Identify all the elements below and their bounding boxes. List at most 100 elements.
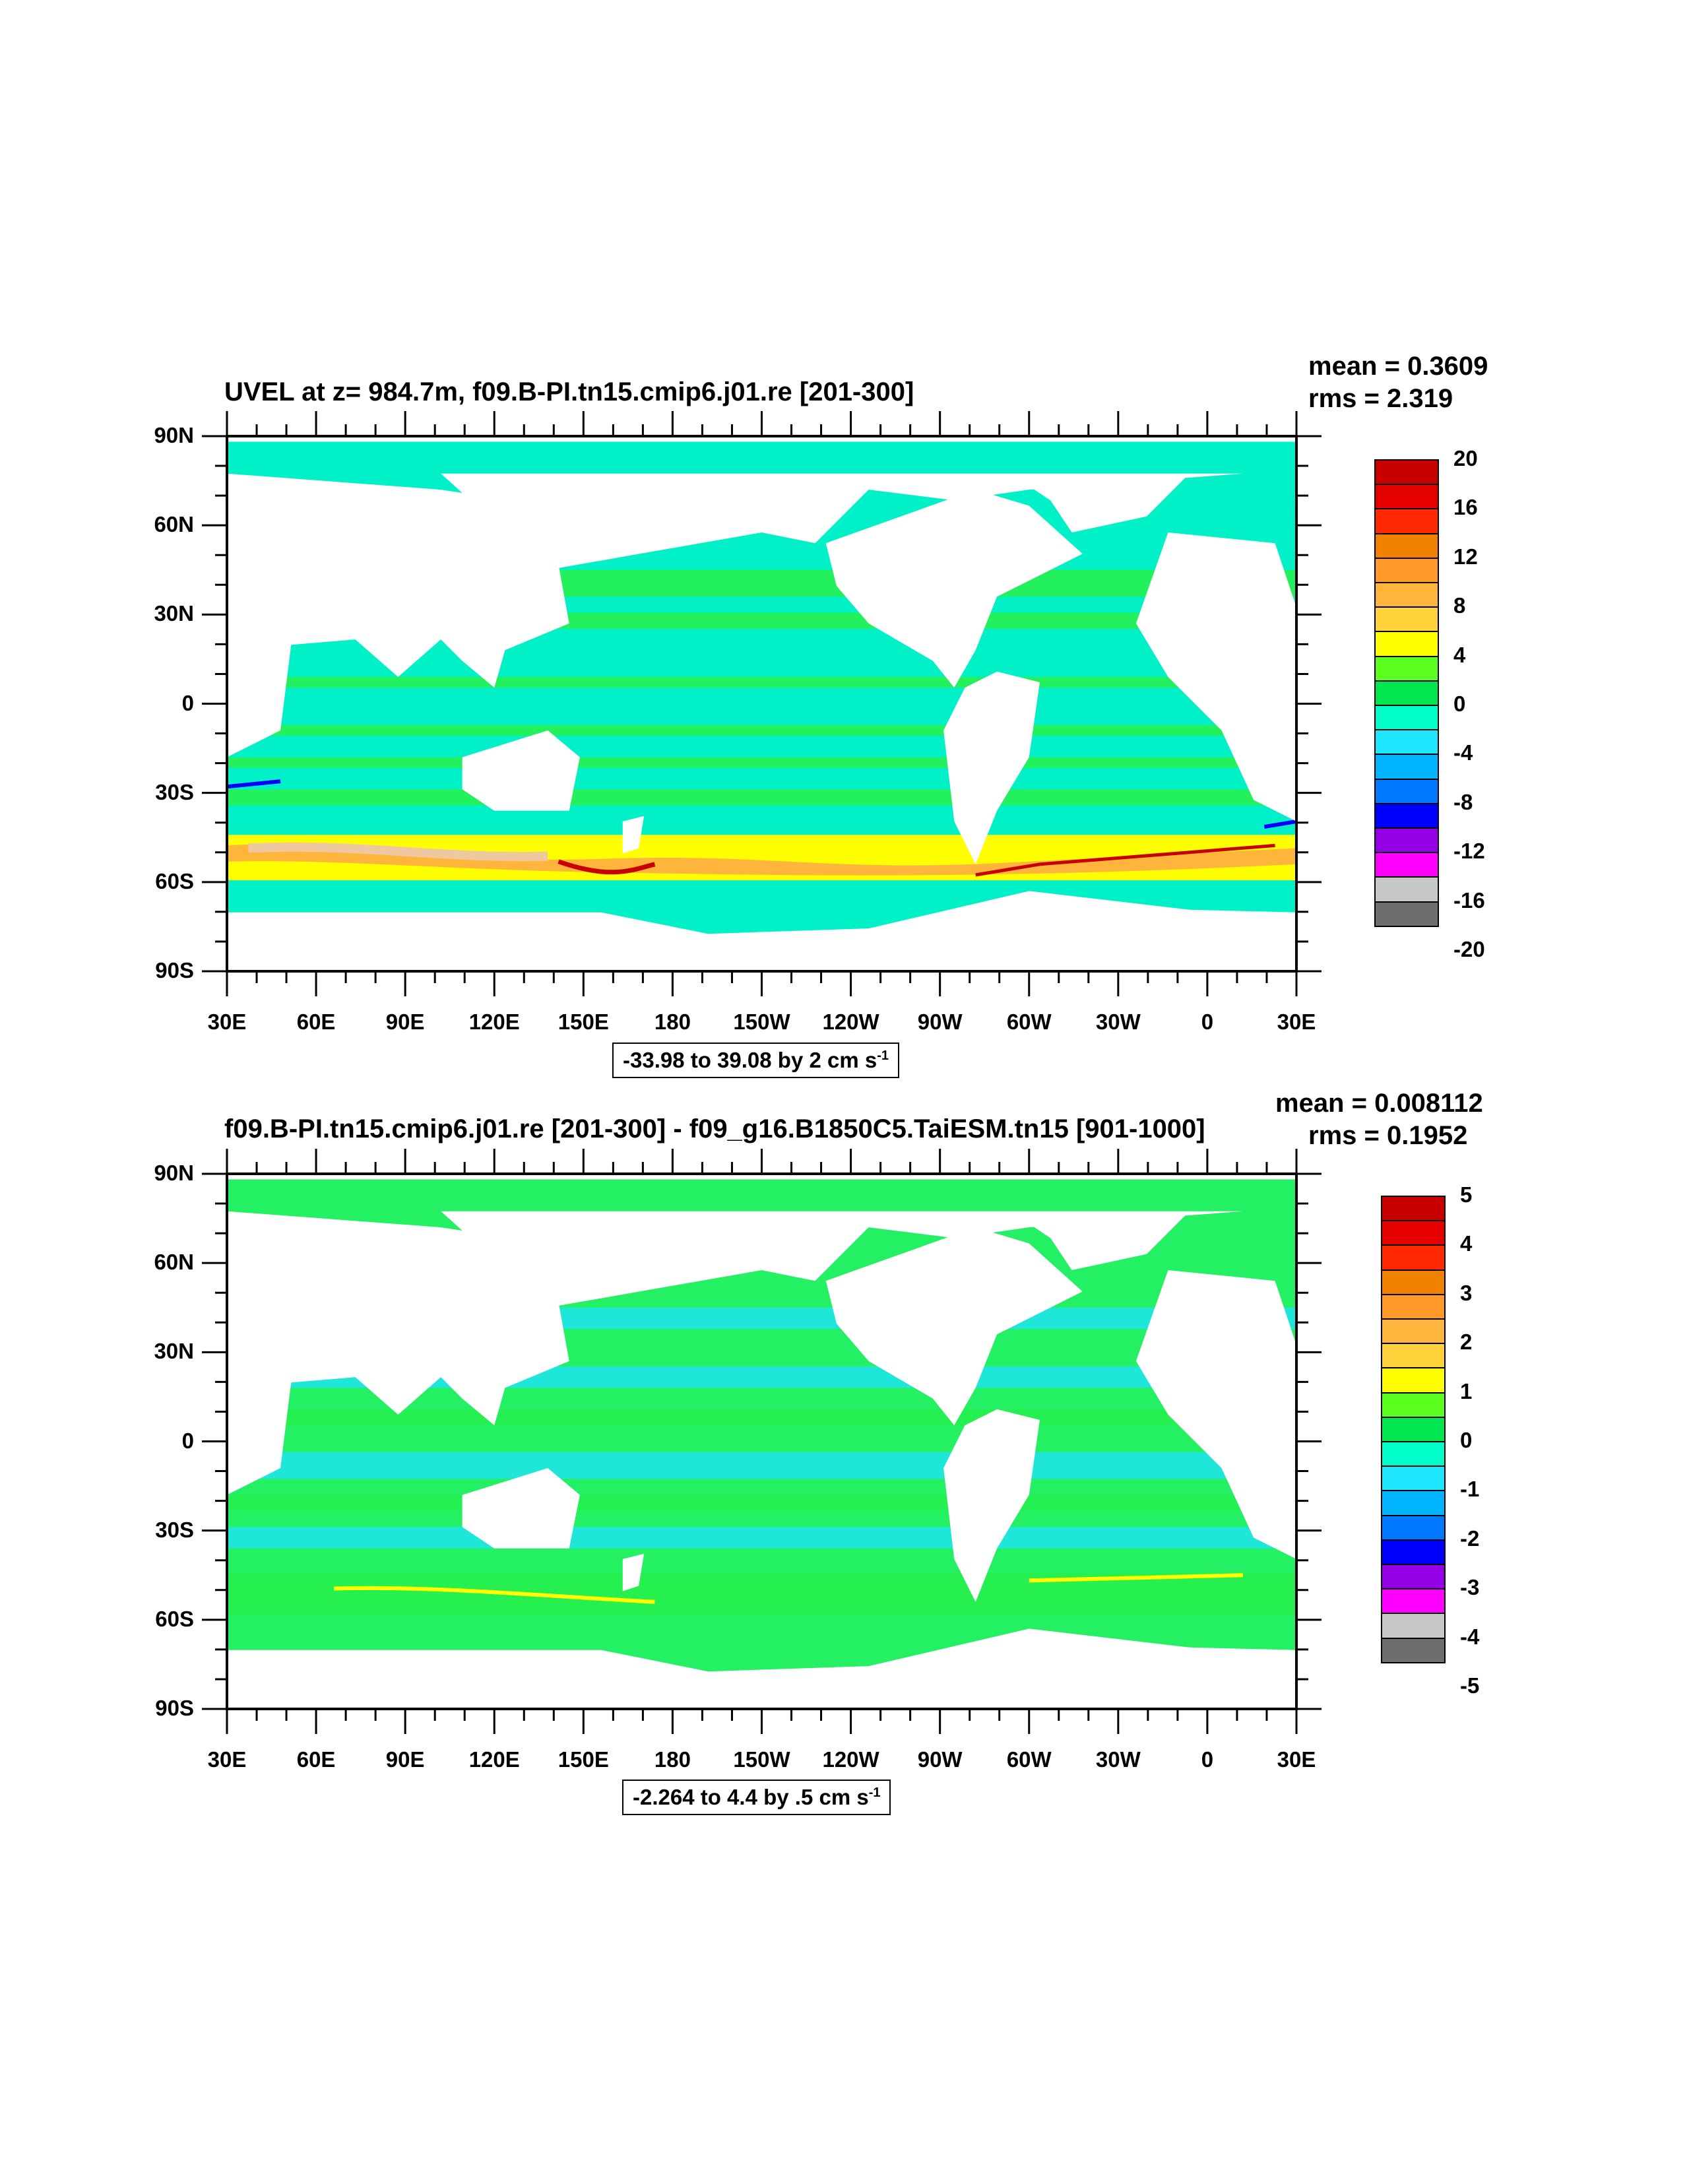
west-current [1263,819,1297,829]
colorbar-label: -2 [1460,1526,1480,1551]
x-axis-label: 180 [654,1010,691,1034]
x-axis-label: 30E [207,1010,247,1034]
x-axis-label: 120E [468,1010,520,1034]
x-axis-label: 30E [207,1747,247,1772]
panel-2-mean: mean = 0.008112 [1275,1089,1483,1118]
colorbar-label: 5 [1460,1182,1473,1207]
x-axis-label: 30W [1095,1010,1141,1034]
land-asia [227,473,569,757]
colorbar-label: 8 [1453,593,1466,618]
colorbar-swatch [1381,1293,1446,1320]
colorbar-swatch [1381,1367,1446,1394]
colorbar-label: -5 [1460,1673,1480,1698]
land-north-america [825,1227,1083,1426]
y-axis-label: 60S [155,1606,194,1631]
colorbar-label: 12 [1453,544,1478,569]
acc-red [975,843,1275,877]
y-axis-label: 60N [154,1250,194,1275]
agulhas [226,779,281,789]
y-axis-label: 60N [154,512,194,537]
ocean-band [227,1494,1296,1511]
colorbar-label: 2 [1460,1330,1473,1355]
y-axis-label: 30N [154,601,194,626]
x-axis-label: 60W [1006,1010,1052,1034]
panel-1-mean: mean = 0.3609 [1308,352,1488,381]
land-south-america [943,1409,1040,1602]
land-africa [1135,532,1296,821]
x-axis-label: 120E [468,1747,520,1772]
y-axis-label: 30S [155,779,194,804]
colorbar-swatch [1374,852,1439,878]
colorbar-swatch [1374,876,1439,903]
panel-1-range-box: -33.98 to 39.08 by 2 cm s-1 [612,1043,900,1078]
panel-1-range-text: -33.98 to 39.08 by 2 cm s [623,1048,877,1072]
x-axis-label: 150W [733,1747,790,1772]
x-axis-label: 150W [733,1010,790,1034]
colorbar-swatch [1381,1196,1446,1222]
colorbar-label: -20 [1453,937,1485,961]
colorbar-swatch [1381,1343,1446,1369]
colorbar-label: -12 [1453,839,1485,864]
panel-1-rms: rms = 2.319 [1308,384,1453,413]
panel-2-range-text: -2.264 to 4.4 by .5 cm s [633,1785,869,1809]
colorbar-label: 20 [1453,446,1478,470]
land-new-zealand [622,1553,645,1591]
colorbar-label: 4 [1460,1231,1473,1256]
colorbar-swatch [1381,1441,1446,1467]
land-asia [227,1211,569,1495]
y-axis-label: 30S [155,1517,194,1542]
colorbar-label: -3 [1460,1575,1480,1600]
x-axis-label: 90E [385,1010,425,1034]
ocean-band [227,1409,1296,1426]
colorbar-swatch [1381,1613,1446,1639]
colorbar-swatch [1374,655,1439,682]
x-axis-label: 60E [296,1747,336,1772]
panel-2-range-sup: -1 [868,1785,881,1800]
colorbar-label: -4 [1453,740,1473,765]
x-axis-label: 30E [1277,1747,1316,1772]
colorbar-swatch [1381,1416,1446,1442]
colorbar-swatch [1381,1490,1446,1516]
x-axis-label: 0 [1201,1010,1214,1034]
colorbar-swatch [1374,459,1439,486]
x-axis-label: 90W [917,1747,963,1772]
land-antarctica [227,891,1296,971]
x-axis-label: 90E [385,1747,425,1772]
colorbar-swatch [1381,1637,1446,1663]
x-axis-label: 120W [822,1010,879,1034]
y-axis-label: 90S [155,1696,194,1720]
colorbar-swatch [1374,827,1439,854]
x-axis-label: 150E [558,1747,609,1772]
colorbar-label: 0 [1453,691,1466,716]
panel-2-title: f09.B-PI.tn15.cmip6.j01.re [201-300] - f… [224,1114,1205,1143]
land-arctic-edge [227,437,1296,442]
colorbar-label: 0 [1460,1428,1473,1452]
colorbar-label: 16 [1453,495,1478,520]
y-axis-label: 30N [154,1339,194,1364]
x-axis-label: 30E [1277,1010,1316,1034]
land-new-zealand [622,816,645,854]
x-axis-label: 90W [917,1010,963,1034]
y-axis-label: 0 [181,1428,194,1453]
land-australia [462,730,580,811]
colorbar-label: 4 [1453,642,1466,667]
x-axis-label: 30W [1095,1747,1141,1772]
panel-2-rms: rms = 0.1952 [1308,1121,1468,1150]
colorbar-label: -16 [1453,887,1485,913]
x-axis-label: 150E [558,1010,609,1034]
y-axis-label: 60S [155,868,194,893]
land-south-america [943,671,1040,864]
x-axis-label: 180 [654,1747,691,1772]
colorbar-swatch [1381,1269,1446,1295]
ocean-band [227,789,1296,806]
colorbar-swatch [1381,1392,1446,1418]
colorbar-swatch [1381,1564,1446,1590]
land-greenland [1018,473,1190,532]
ocean-band [227,1527,1296,1549]
colorbar-swatch [1381,1588,1446,1615]
y-axis-label: 90S [155,958,194,982]
land-arctic-edge [227,1175,1296,1180]
colorbar-swatch [1374,729,1439,755]
